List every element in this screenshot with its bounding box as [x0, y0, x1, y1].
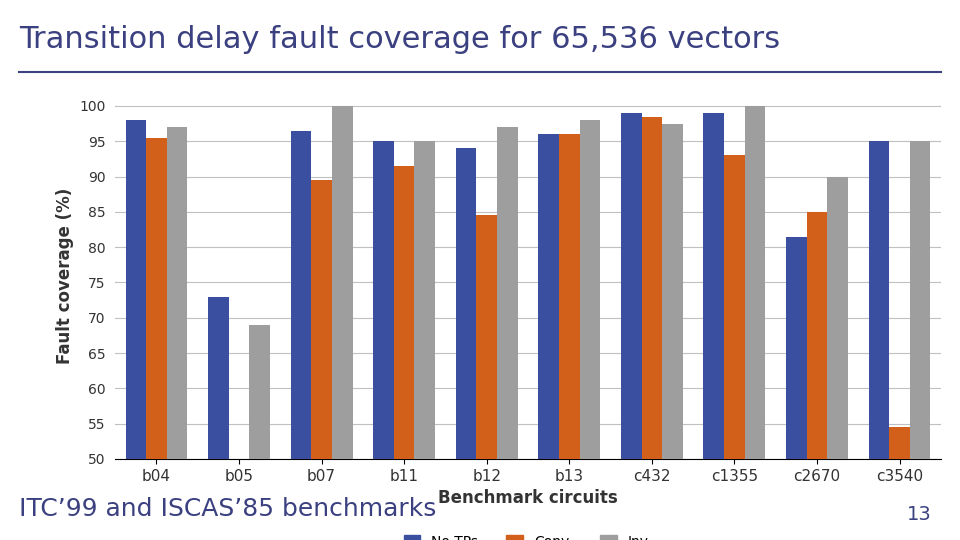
Bar [146, 138, 167, 540]
Text: Transition delay fault coverage for 65,536 vectors: Transition delay fault coverage for 65,5… [19, 25, 780, 53]
Bar [456, 148, 476, 540]
Bar [869, 141, 889, 540]
Text: ITC’99 and ISCAS’85 benchmarks: ITC’99 and ISCAS’85 benchmarks [19, 497, 437, 521]
Bar [641, 117, 662, 540]
Bar [208, 296, 228, 540]
Bar [373, 141, 394, 540]
Bar [126, 120, 146, 540]
Bar [910, 141, 930, 540]
Bar [167, 127, 187, 540]
Bar [662, 124, 683, 540]
Bar [724, 156, 745, 540]
Bar [394, 166, 415, 540]
Legend: No TPs, Conv., Inv.: No TPs, Conv., Inv. [398, 529, 658, 540]
Bar [539, 134, 559, 540]
Bar [621, 113, 641, 540]
Bar [332, 106, 352, 540]
Bar [559, 134, 580, 540]
Bar [311, 180, 332, 540]
Bar [415, 141, 435, 540]
Bar [806, 212, 828, 540]
Bar [745, 106, 765, 540]
Text: 13: 13 [906, 505, 931, 524]
Bar [580, 120, 600, 540]
Y-axis label: Fault coverage (%): Fault coverage (%) [56, 187, 74, 363]
Bar [250, 325, 270, 540]
X-axis label: Benchmark circuits: Benchmark circuits [438, 489, 618, 507]
Bar [497, 127, 517, 540]
Bar [889, 427, 910, 540]
Bar [828, 177, 848, 540]
Bar [476, 215, 497, 540]
Bar [291, 131, 311, 540]
Bar [704, 113, 724, 540]
Bar [786, 237, 806, 540]
